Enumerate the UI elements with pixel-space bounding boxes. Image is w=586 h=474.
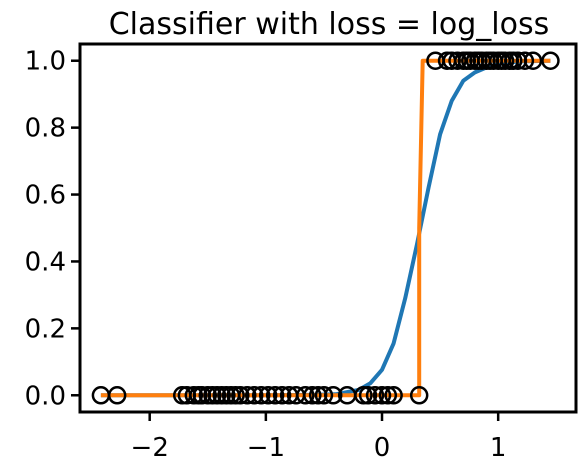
data-point	[272, 386, 292, 405]
plot-frame	[78, 42, 578, 414]
data-point	[258, 386, 278, 405]
x-tick-label: 0	[374, 433, 391, 463]
curves	[100, 58, 551, 398]
step-line	[100, 58, 551, 398]
data-point	[448, 51, 467, 70]
data-point	[207, 386, 227, 405]
data-point	[314, 386, 334, 405]
data-point	[523, 51, 543, 70]
data-point	[354, 386, 373, 405]
x-tick-label: 1	[490, 433, 507, 463]
data-point	[409, 386, 429, 405]
data-point	[212, 386, 231, 405]
y-tick-label: 1.0	[25, 47, 66, 77]
data-point	[296, 386, 315, 405]
x-tick-label: −1	[247, 433, 285, 463]
y-tick-label: 0.0	[25, 381, 66, 411]
data-point	[251, 386, 271, 405]
data-point	[238, 386, 257, 405]
data-point	[107, 386, 127, 405]
data-point	[504, 51, 523, 70]
data-point	[184, 386, 204, 405]
axis-ticks: −2 −1 0 1 0.0 0.2 0.4 0.6 0.8 1.0	[25, 47, 507, 463]
data-point	[384, 386, 403, 405]
y-tick-label: 0.4	[25, 247, 66, 277]
data-point	[365, 386, 385, 405]
data-point	[372, 386, 392, 405]
data-point	[515, 51, 535, 70]
data-point	[226, 386, 245, 405]
data-point	[203, 386, 222, 405]
data-point	[198, 386, 218, 405]
y-tick-label: 0.8	[25, 114, 66, 144]
data-point	[378, 386, 398, 405]
data-point	[217, 386, 236, 405]
chart-title: Classifier with loss = log_loss	[109, 7, 550, 42]
y-tick-label: 0.2	[25, 314, 66, 344]
data-points	[91, 51, 560, 405]
data-point	[265, 386, 285, 405]
x-tick-label: −2	[131, 433, 169, 463]
data-point	[323, 386, 343, 405]
data-point	[495, 51, 515, 70]
y-tick-label: 0.6	[25, 181, 66, 211]
logistic-curve-line	[100, 58, 551, 398]
data-point	[358, 386, 378, 405]
data-point	[303, 386, 322, 405]
data-point	[231, 386, 250, 405]
data-point	[541, 51, 560, 70]
data-point	[244, 386, 264, 405]
